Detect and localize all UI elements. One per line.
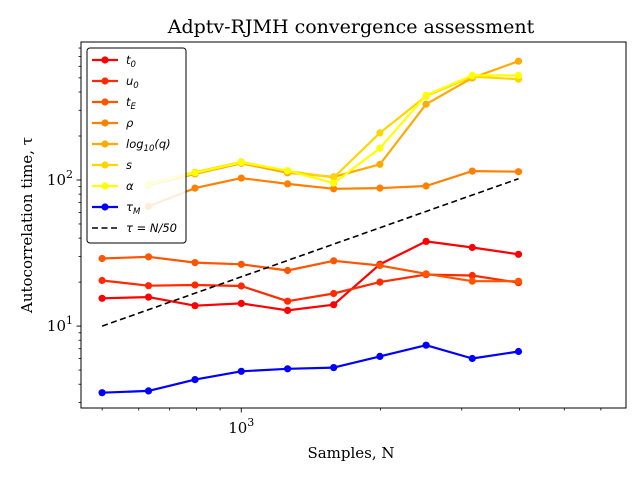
data-point-6-1 — [191, 169, 199, 177]
data-point-0-7 — [422, 237, 430, 245]
data-point-2-0 — [98, 254, 106, 263]
legend-label-0: t0 — [126, 53, 136, 70]
series-line-7 — [102, 344, 519, 394]
legend-marker-6 — [101, 182, 109, 190]
data-point-0-0 — [98, 294, 106, 302]
data-point-0-5 — [330, 301, 338, 309]
data-point-0-1 — [144, 293, 153, 301]
data-point-2-7 — [422, 270, 430, 278]
data-point-1-0 — [98, 276, 106, 285]
data-point-1-4 — [284, 297, 292, 305]
data-point-2-8 — [468, 277, 476, 285]
series-line-1 — [101, 273, 519, 303]
data-point-7-9 — [514, 347, 523, 356]
data-point-0-8 — [468, 243, 476, 252]
data-point-6-2 — [237, 158, 245, 166]
x-axis-label: Samples, N — [307, 444, 394, 462]
data-point-3-3 — [284, 180, 292, 188]
data-point-7-5 — [330, 364, 338, 372]
legend-label-4: log10(q) — [126, 137, 171, 154]
chart-title: Adptv-RJMH convergence assessment — [167, 16, 535, 38]
series-line-2 — [102, 255, 519, 283]
legend-label-6: α — [126, 179, 134, 193]
y-axis-label: Autocorrelation time, τ — [18, 137, 36, 314]
data-point-7-2 — [191, 376, 199, 384]
data-point-6-3 — [284, 167, 292, 175]
data-point-3-4 — [330, 185, 338, 193]
data-point-4-5 — [376, 160, 384, 168]
series-line-8 — [101, 177, 519, 327]
data-point-3-5 — [376, 184, 384, 192]
data-point-6-5 — [376, 144, 384, 152]
legend-label-8: τ = N/50 — [126, 221, 177, 235]
data-point-6-6 — [422, 91, 430, 99]
plot-area — [98, 57, 523, 397]
legend-label-7: τM — [126, 200, 141, 217]
data-point-4-6 — [422, 100, 430, 108]
data-point-1-8 — [468, 271, 476, 280]
data-point-0-3 — [237, 299, 245, 307]
data-point-2-3 — [237, 260, 245, 268]
data-point-5-4 — [330, 173, 338, 182]
data-point-4-8 — [514, 57, 523, 65]
legend-label-3: ρ — [126, 116, 134, 130]
data-point-1-6 — [376, 278, 384, 286]
data-point-2-6 — [376, 261, 384, 270]
y-tick-label-0: 101 — [47, 314, 73, 335]
data-point-2-5 — [330, 257, 338, 265]
data-point-0-4 — [284, 306, 292, 314]
data-point-2-1 — [144, 253, 153, 261]
plot-frame — [80, 41, 627, 409]
data-point-5-5 — [376, 129, 384, 137]
data-point-1-5 — [330, 289, 338, 298]
data-point-2-2 — [191, 259, 199, 267]
data-point-0-2 — [191, 302, 199, 310]
data-point-2-9 — [514, 277, 523, 285]
data-point-6-7 — [468, 71, 476, 79]
data-point-7-1 — [144, 387, 153, 395]
legend-marker-5 — [101, 161, 109, 169]
data-point-7-8 — [468, 354, 476, 363]
legend-marker-2 — [101, 98, 109, 106]
data-point-7-4 — [284, 365, 292, 373]
data-point-7-6 — [376, 352, 384, 360]
legend-marker-0 — [101, 56, 109, 64]
data-point-7-0 — [98, 389, 106, 397]
legend-marker-7 — [101, 203, 109, 211]
legend-label-5: s — [126, 158, 132, 172]
data-point-6-8 — [514, 71, 523, 79]
data-point-3-8 — [514, 168, 523, 176]
data-point-3-6 — [422, 182, 430, 190]
legend-label-2: tE — [126, 95, 137, 112]
legend-marker-3 — [101, 119, 109, 127]
data-point-3-1 — [191, 184, 199, 192]
legend-box — [86, 47, 187, 244]
legend-marker-1 — [101, 77, 109, 85]
data-point-1-3 — [237, 282, 245, 290]
data-point-1-2 — [191, 281, 199, 289]
data-point-1-1 — [144, 282, 153, 290]
legend-label-1: u0 — [126, 74, 139, 91]
data-point-6-4 — [330, 179, 338, 187]
data-point-7-7 — [422, 341, 430, 349]
data-point-3-2 — [237, 174, 245, 182]
data-point-2-4 — [284, 266, 292, 275]
data-point-0-9 — [514, 250, 523, 258]
y-tick-label-1: 102 — [47, 168, 73, 189]
legend-marker-4 — [101, 140, 109, 148]
series-line-0 — [102, 240, 519, 312]
data-point-7-3 — [237, 367, 245, 375]
legend: t0 u0 tE ρ log10(q) sα τM τ = N/50 — [86, 47, 187, 244]
data-point-3-7 — [468, 167, 476, 175]
